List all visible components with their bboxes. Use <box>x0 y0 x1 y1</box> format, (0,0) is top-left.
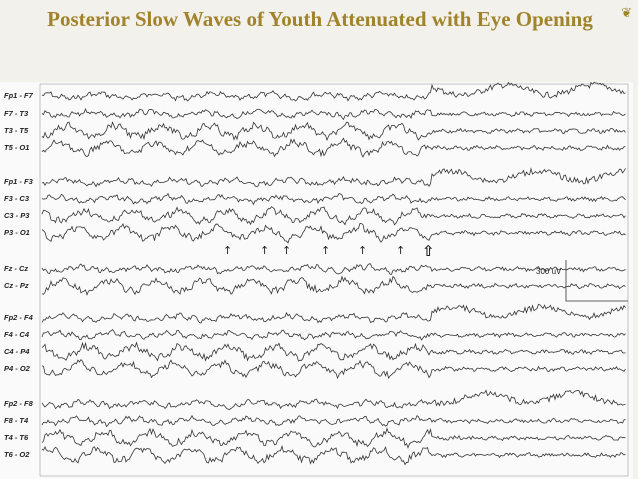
slow-wave-arrow-icon: ↑ <box>260 244 270 257</box>
channel-label: F8 - T4 <box>4 416 29 425</box>
slide-title: Posterior Slow Waves of Youth Attenuated… <box>47 7 593 31</box>
eeg-trace <box>41 341 626 362</box>
channel-label: F7 - T3 <box>4 109 29 118</box>
channel-label: Fp2 - F8 <box>4 399 33 408</box>
scale-label: 300 uV <box>536 267 562 276</box>
channel-label: P3 - O1 <box>4 228 30 237</box>
channel-label: T6 - O2 <box>4 450 30 459</box>
flourish-icon: ❦ <box>621 6 632 21</box>
eeg-trace <box>41 137 626 158</box>
figure-frame <box>39 83 629 477</box>
channel-label: Fp1 - F7 <box>4 91 33 100</box>
eeg-trace <box>41 427 626 449</box>
slow-wave-arrow-icon: ↑ <box>396 244 406 257</box>
eeg-trace <box>41 275 626 296</box>
channel-label: P4 - O2 <box>4 364 30 373</box>
channel-label: F4 - C4 <box>4 330 30 339</box>
channel-label: Fp1 - F3 <box>4 177 33 186</box>
channel-label: T5 - O1 <box>4 143 30 152</box>
channel-label: Fz - Cz <box>4 264 29 273</box>
eeg-trace <box>41 444 626 466</box>
channel-label: C4 - P4 <box>4 347 30 356</box>
channel-label: T3 - T5 <box>4 126 29 135</box>
eeg-trace <box>41 222 626 244</box>
eeg-trace <box>41 358 626 380</box>
eeg-trace <box>41 414 626 428</box>
eeg-trace <box>41 303 626 324</box>
channel-label: T4 - T6 <box>4 433 29 442</box>
channel-label: F3 - C3 <box>4 194 30 203</box>
eeg-figure: Fp1 - F7 F7 - T3 T3 - T5 T5 - O1 Fp1 - F3 F3 … <box>0 82 633 479</box>
eeg-traces <box>39 82 629 477</box>
eeg-trace <box>41 167 626 188</box>
slow-wave-arrow-icon: ↑ <box>321 244 331 257</box>
open-arrow-icon: ⇧ <box>422 242 435 260</box>
slow-wave-arrow-icon: ↑ <box>223 244 233 257</box>
scale-bar <box>565 260 628 302</box>
eeg-trace <box>41 329 626 341</box>
slow-wave-arrow-icon: ↑ <box>282 244 292 257</box>
eeg-trace <box>41 82 626 102</box>
eeg-trace <box>41 263 626 275</box>
slow-wave-arrow-icon: ↑ <box>358 244 368 257</box>
eeg-trace <box>41 206 626 226</box>
channel-label: C3 - P3 <box>4 211 30 220</box>
channel-label: Cz - Pz <box>4 281 29 290</box>
eeg-trace <box>41 107 626 121</box>
eeg-trace <box>41 192 626 206</box>
eeg-trace <box>41 121 626 142</box>
channel-label: Fp2 - F4 <box>4 313 33 322</box>
eeg-trace <box>41 389 626 410</box>
